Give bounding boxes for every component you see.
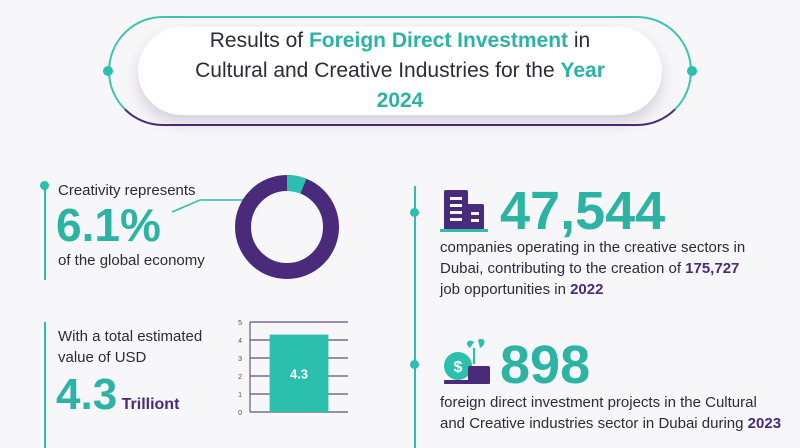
value-bar-chart: 0 1 2 3 4 5 4.3 <box>232 318 352 418</box>
y-tick-label-0: 0 <box>238 410 242 417</box>
y-tick-label-2: 2 <box>238 374 242 381</box>
left-divider-bottom <box>44 322 46 448</box>
value-unit: Trilliont <box>121 396 180 413</box>
companies-text-line1: companies operating in the creative sect… <box>440 239 746 256</box>
companies-text-line2: Dubai, contributing to the creation of 1… <box>440 258 790 279</box>
title-highlight-fdi: Foreign Direct Investment <box>308 29 569 52</box>
bar-data-label-0: 4.3 <box>290 366 308 381</box>
companies-text-line2-a: Dubai, contributing to the creation of <box>440 260 686 277</box>
title-highlight-year: Year 2024 <box>376 59 605 112</box>
share-sub: of the global economy <box>58 252 205 269</box>
title-card: Results of Foreign Direct Investment in … <box>138 27 662 115</box>
y-tick-label-1: 1 <box>238 392 242 399</box>
money-growth-icon: $ <box>444 338 490 384</box>
share-value: 6.1% <box>56 199 161 251</box>
svg-text:$: $ <box>454 359 463 376</box>
y-tick-label-4: 4 <box>238 338 242 345</box>
donut-main-ring <box>235 175 339 279</box>
share-donut-chart <box>235 175 339 279</box>
right-divider <box>414 186 416 448</box>
title-part1: Results of <box>209 29 309 52</box>
projects-text-line1: foreign direct investment projects in th… <box>440 394 757 411</box>
jobs-year: 2022 <box>570 281 604 298</box>
projects-text-line2: and Creative industries sector in Dubai … <box>440 413 790 434</box>
companies-text-line3: job opportunities in 2022 <box>440 279 790 300</box>
title-part2: in Cultural and Creative Industries for … <box>195 29 591 82</box>
title-left-dot <box>103 66 113 76</box>
page-title: Results of Foreign Direct Investment in … <box>180 26 620 116</box>
projects-value: 898 <box>500 335 591 395</box>
jobs-count: 175,727 <box>685 260 740 277</box>
right-divider-dot-top <box>410 208 419 217</box>
y-tick-label-5: 5 <box>238 320 242 327</box>
companies-value: 47,544 <box>500 181 666 241</box>
projects-year: 2023 <box>747 415 782 432</box>
title-right-dot <box>687 66 697 76</box>
projects-text-line2-a: and Creative industries sector in Dubai … <box>440 415 748 432</box>
value-figure-row: 4.3 Trilliont <box>56 372 179 418</box>
y-tick-label-3: 3 <box>238 356 242 363</box>
share-lead: Creativity represents <box>58 182 196 199</box>
projects-text: foreign direct investment projects in th… <box>440 392 790 434</box>
companies-text-line3-a: job opportunities in <box>440 281 571 298</box>
value-lead-line2: value of USD <box>58 349 147 366</box>
share-connector <box>171 199 244 213</box>
companies-text: companies operating in the creative sect… <box>440 237 790 300</box>
left-divider-top <box>44 184 46 280</box>
right-divider-dot-bottom <box>410 360 419 369</box>
value-figure: 4.3 <box>56 370 118 419</box>
bar-0 <box>269 334 329 412</box>
donut-share-segment <box>286 175 307 194</box>
buildings-icon <box>440 190 488 232</box>
value-lead-line1: With a total estimated <box>58 328 203 345</box>
left-divider-dot <box>40 181 49 190</box>
